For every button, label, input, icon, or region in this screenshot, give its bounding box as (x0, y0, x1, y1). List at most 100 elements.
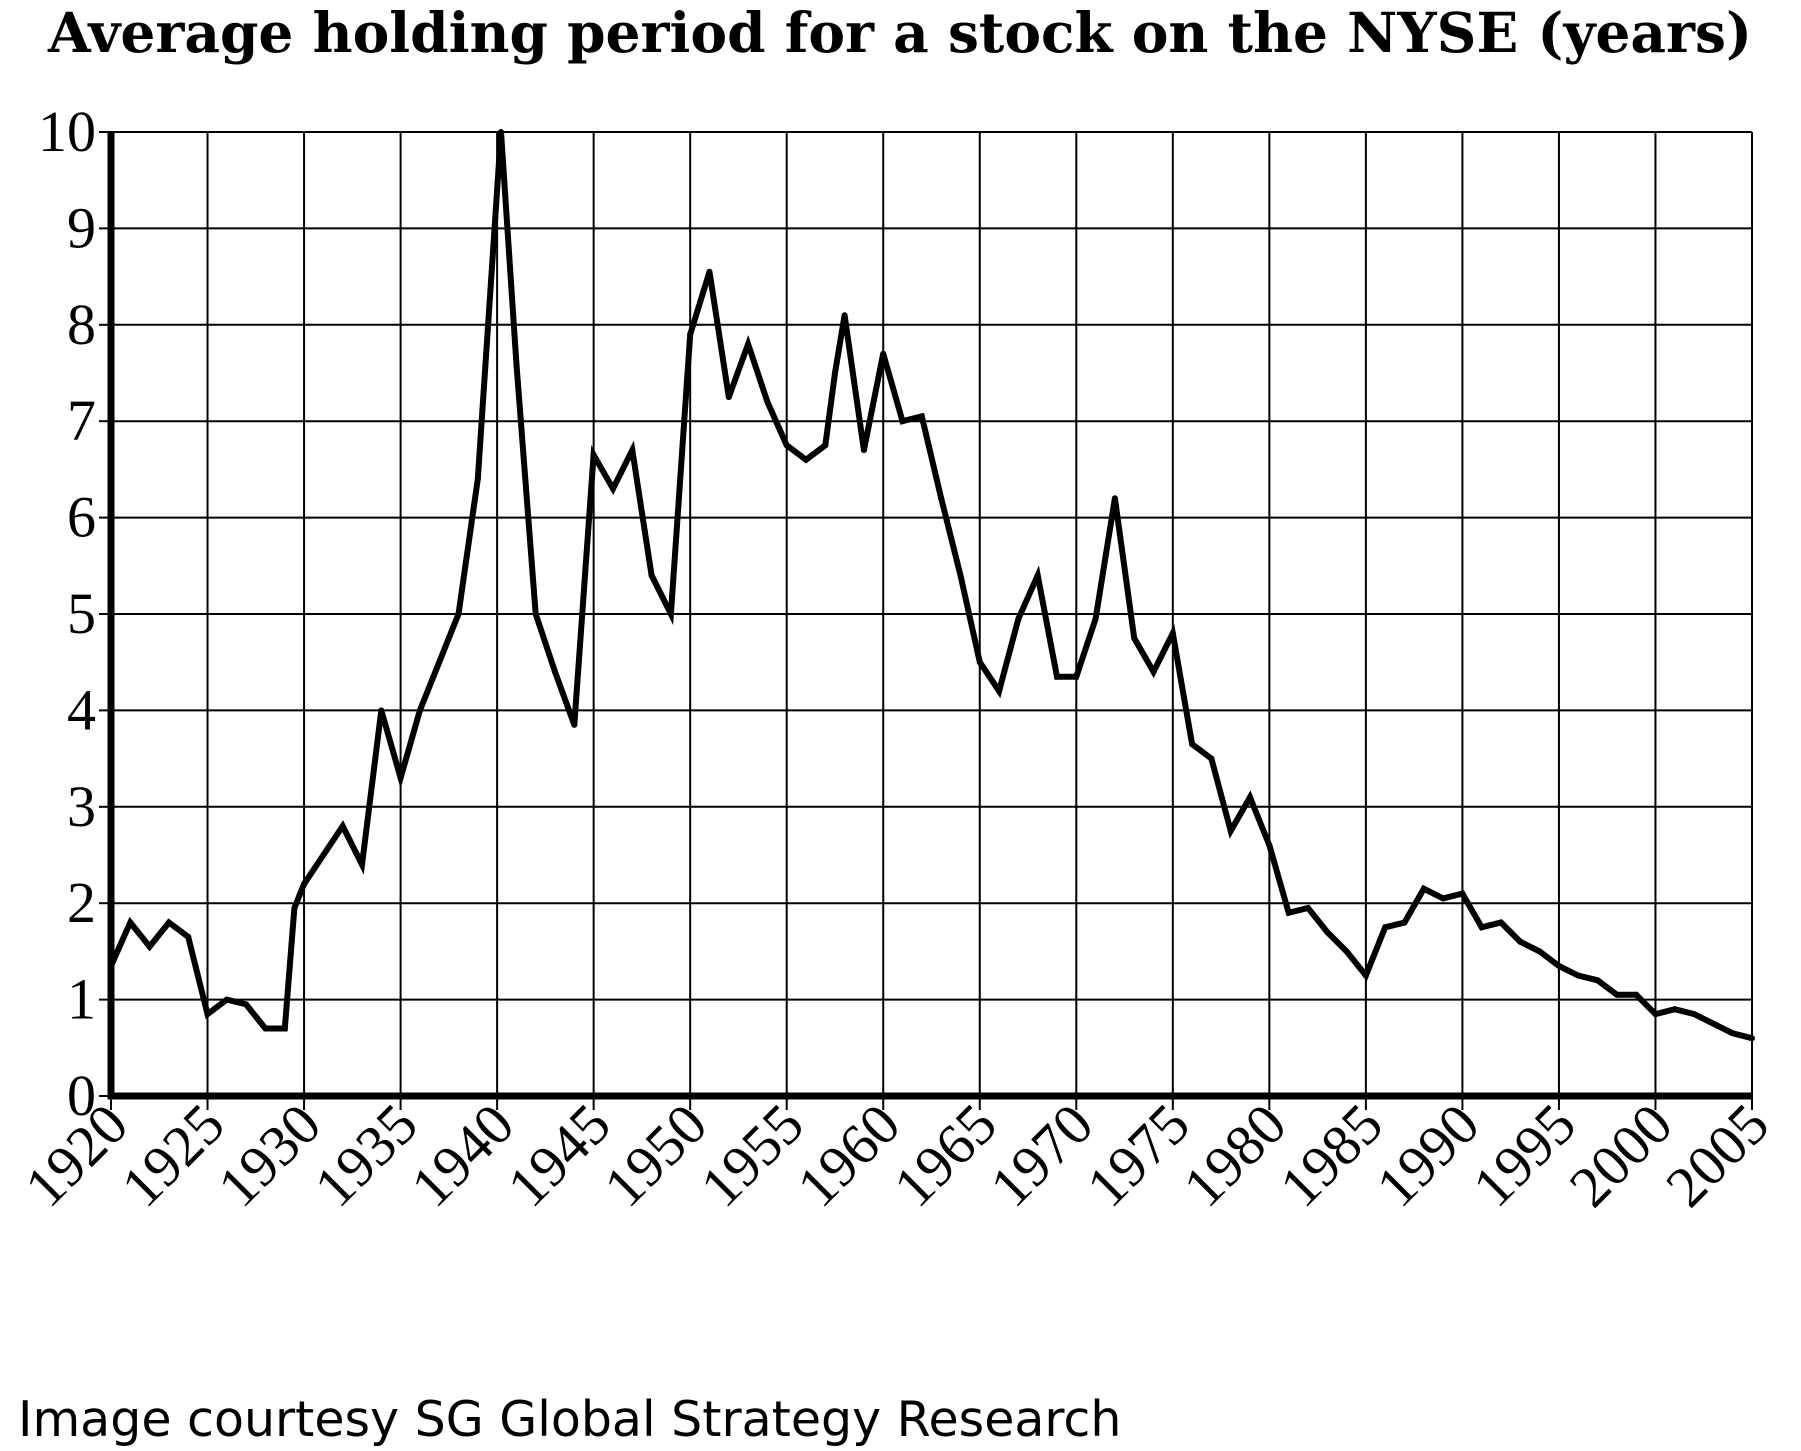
data-point (1440, 895, 1447, 902)
x-tick-label: 1945 (495, 1091, 623, 1219)
x-tick-label: 1995 (1460, 1091, 1588, 1219)
x-tick-label: 2005 (1653, 1091, 1781, 1219)
y-tick-label: 0 (67, 1063, 96, 1128)
data-point (687, 331, 694, 338)
data-point (1054, 673, 1060, 680)
data-point (1285, 909, 1292, 916)
data-point (957, 572, 964, 579)
data-point (1015, 615, 1022, 622)
data-point (1189, 741, 1196, 748)
y-tick-label: 9 (67, 195, 96, 260)
data-point (1092, 615, 1099, 622)
x-tick-label: 1935 (302, 1091, 430, 1219)
data-point (667, 611, 674, 617)
data-point (783, 442, 790, 449)
data-point (301, 880, 308, 887)
data-point (1305, 905, 1311, 911)
data-point (764, 398, 771, 405)
data-point (996, 688, 1003, 695)
data-point (1478, 924, 1485, 931)
data-point (1401, 919, 1408, 926)
data-point (629, 447, 636, 454)
image-credit: Image courtesy SG Global Strategy Resear… (18, 1391, 1121, 1448)
x-tick-label: 1920 (12, 1091, 140, 1219)
data-point (223, 996, 230, 1003)
data-point (185, 933, 192, 940)
data-point (165, 919, 172, 926)
y-tick-label: 3 (67, 774, 96, 839)
chart-title: Average holding period for a stock on th… (47, 0, 1752, 65)
data-point (1343, 948, 1350, 955)
data-point (1633, 991, 1640, 998)
data-point (1536, 948, 1543, 955)
data-point (938, 495, 945, 502)
y-tick-label: 2 (67, 870, 96, 935)
data-point (1073, 673, 1080, 680)
data-point (918, 413, 925, 420)
data-point (339, 823, 346, 830)
data-point (1517, 938, 1524, 945)
data-point (745, 341, 752, 348)
data-point (1671, 1006, 1678, 1013)
data-point (1362, 972, 1369, 979)
data-point (1266, 842, 1273, 849)
data-point (899, 418, 906, 425)
data-point (1691, 1011, 1698, 1018)
data-point (590, 451, 597, 458)
data-point (108, 962, 114, 969)
data-point (436, 659, 443, 666)
x-tick-label: 1960 (784, 1091, 912, 1219)
x-tick-label: 1955 (688, 1091, 816, 1219)
x-tick-label: 1975 (1074, 1091, 1202, 1219)
y-tick-label: 10 (38, 99, 96, 164)
data-point (610, 485, 616, 492)
data-point (1555, 962, 1562, 969)
data-point (416, 707, 423, 714)
data-point (281, 1025, 288, 1032)
x-tick-label: 1950 (591, 1091, 719, 1219)
axes (99, 131, 1753, 1110)
data-point (832, 370, 838, 376)
data-point (803, 456, 809, 463)
data-point (1169, 630, 1176, 637)
data-point (397, 774, 404, 781)
data-point (1749, 1035, 1755, 1042)
x-tick-label: 1965 (881, 1091, 1009, 1219)
y-tick-label: 5 (67, 581, 96, 646)
data-point (1131, 635, 1138, 642)
data-point (474, 476, 481, 482)
data-point (1227, 827, 1234, 834)
data-point (1420, 885, 1427, 892)
data-point (262, 1025, 269, 1032)
data-point (498, 129, 504, 135)
series-line (108, 131, 1753, 1042)
data-point (880, 350, 887, 357)
data-point (320, 852, 327, 858)
y-tick-label: 4 (67, 677, 96, 742)
data-point (513, 360, 520, 367)
y-tick-label: 7 (67, 388, 96, 453)
data-point (648, 572, 655, 579)
data-point (127, 919, 134, 926)
x-tick-label: 1990 (1364, 1091, 1492, 1219)
data-point (841, 312, 848, 319)
data-point (1150, 668, 1157, 675)
data-point (1652, 1011, 1659, 1018)
data-point (532, 611, 539, 617)
data-point (976, 659, 983, 666)
data-point (1324, 929, 1331, 936)
grid (111, 131, 1753, 1096)
data-point (1034, 572, 1041, 579)
x-tick-label: 1985 (1267, 1091, 1395, 1219)
x-tick-labels: 1920192519301935194019451950195519601965… (12, 1091, 1781, 1219)
data-point (1459, 890, 1466, 897)
data-point (1498, 919, 1504, 926)
data-point (1729, 1030, 1736, 1037)
x-tick-label: 1925 (109, 1091, 237, 1219)
data-point (204, 1011, 211, 1018)
data-point (455, 611, 462, 617)
x-tick-label: 1940 (398, 1091, 526, 1219)
data-point (571, 721, 578, 728)
x-tick-label: 1980 (1171, 1091, 1299, 1219)
